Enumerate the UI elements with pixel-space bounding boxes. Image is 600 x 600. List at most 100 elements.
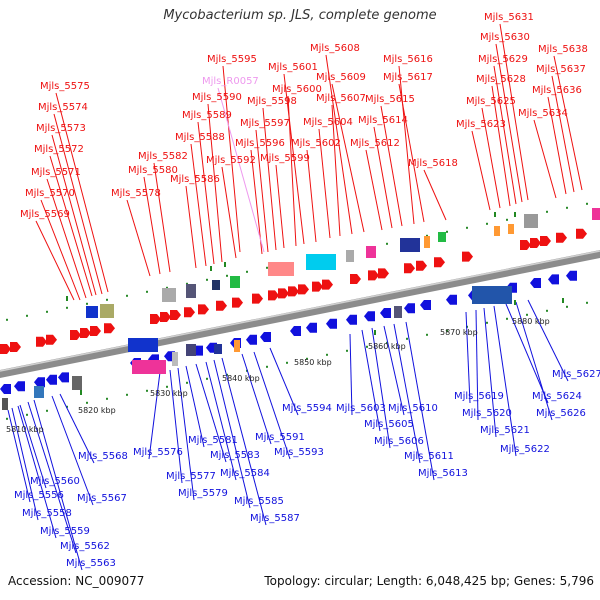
reverse-gene-arrow [58, 372, 69, 383]
lower-dotted-grid [306, 357, 308, 360]
forward-gene-label: Mjls_5580 [128, 165, 178, 176]
leader-line [213, 359, 251, 509]
reverse-gene-arrow [420, 300, 431, 310]
upper-dotted-grid [166, 286, 168, 289]
forward-gene-label: Mjls_5597 [240, 118, 290, 129]
forward-gene-label: Mjls_5629 [478, 54, 528, 65]
forward-gene-label: Mjls_5588 [175, 132, 225, 143]
leader-line [553, 55, 583, 191]
reverse-gene-arrow [346, 314, 357, 325]
feature-block [424, 236, 430, 248]
kbp-tick-label: 5830 kbp [150, 389, 188, 398]
leader-line [46, 178, 87, 299]
kbp-tick-label: 5880 kbp [512, 317, 550, 326]
lower-dotted-grid [506, 317, 508, 320]
reverse-gene-arrow [530, 278, 541, 288]
reverse-gene-arrow [548, 274, 559, 285]
feature-block [34, 386, 44, 398]
reverse-gene-arrow [0, 384, 11, 394]
feature-block [162, 288, 176, 302]
leader-line [483, 307, 497, 438]
forward-gene-arrow [216, 300, 227, 311]
forward-gene-label: Mjls_5604 [303, 117, 353, 128]
forward-gene-label: Mjls_5569 [20, 209, 70, 220]
reverse-gene-label: Mjls_5556 [14, 490, 64, 501]
upper-dotted-grid [26, 314, 28, 317]
leader-line [262, 107, 277, 251]
reverse-gene-arrow [364, 311, 375, 322]
forward-gene-arrow [160, 312, 171, 322]
lower-dotted-grid [66, 405, 68, 408]
reverse-gene-label: Mjls_5558 [22, 508, 72, 519]
forward-gene-label: Mjls_5582 [138, 151, 188, 162]
upper-dotted-grid [206, 278, 208, 281]
upper-dotted-grid [546, 210, 548, 213]
lower-dotted-grid [146, 389, 148, 392]
leader-line [255, 129, 269, 253]
forward-gene-arrow [378, 268, 389, 279]
leader-line [49, 155, 93, 297]
leader-line [185, 185, 197, 269]
kbp-tick-label: 5820 kbp [78, 406, 116, 415]
feature-block [186, 284, 196, 298]
leader-line [126, 199, 151, 277]
forward-gene-label: Mjls_5607 [316, 93, 366, 104]
lower-dotted-grid [346, 349, 348, 352]
feature-block [508, 224, 514, 234]
feature-block [186, 344, 196, 356]
leader-line [143, 176, 161, 275]
forward-gene-label: Mjls_5618 [408, 158, 458, 169]
feature-block [212, 280, 220, 290]
leader-line [373, 126, 393, 229]
forward-gene-label: Mjls_5612 [350, 138, 400, 149]
leader-line [475, 309, 479, 421]
reverse-gene-arrow [46, 374, 57, 385]
upper-dotted-grid [6, 318, 8, 321]
reverse-gene-label: Mjls_5579 [178, 488, 228, 499]
leader-line [493, 305, 517, 457]
leader-line [505, 303, 549, 404]
reverse-gene-label: Mjls_5587 [250, 513, 300, 524]
leader-line [371, 327, 391, 449]
reverse-gene-label: Mjls_5560 [30, 476, 80, 487]
feature-block [234, 340, 240, 352]
reverse-gene-arrow [446, 294, 457, 305]
reverse-gene-label: Mjls_5610 [388, 403, 438, 414]
reverse-gene-label: Mjls_5562 [60, 541, 110, 552]
leader-line [40, 199, 81, 301]
leader-line [275, 164, 285, 249]
leader-line [269, 347, 299, 416]
leader-line [383, 325, 405, 416]
leader-line [205, 361, 237, 481]
forward-gene-label: Mjls_5630 [480, 32, 530, 43]
leader-line [306, 149, 317, 243]
forward-gene-arrow [252, 293, 263, 304]
reverse-gene-label: Mjls_5594 [282, 403, 332, 414]
forward-gene-arrow [298, 284, 309, 295]
leader-line [197, 121, 215, 265]
leader-line [177, 367, 195, 501]
lower-dotted-grid [126, 393, 128, 396]
leader-line [481, 107, 501, 209]
reverse-gene-arrow [306, 322, 317, 333]
upper-dotted-grid [266, 266, 268, 269]
leader-line [398, 65, 415, 225]
leader-line [7, 409, 31, 503]
forward-gene-arrow [404, 263, 415, 274]
green-marker [494, 212, 496, 217]
forward-gene-arrow [268, 290, 279, 301]
lower-dotted-grid [386, 341, 388, 344]
forward-gene-arrow [556, 232, 567, 243]
forward-gene-label: Mjls_5615 [365, 94, 415, 105]
feature-block [100, 304, 114, 318]
upper-dotted-grid [566, 206, 568, 209]
lower-dotted-grid [26, 413, 28, 416]
reverse-gene-label: Mjls_5559 [40, 526, 90, 537]
lower-dotted-grid [206, 377, 208, 380]
forward-gene-arrow [520, 240, 531, 250]
gene-labels: 5810 kbp 5820 kbp 5830 kbp 5840 kbp 5850 kbp… [6, 12, 600, 569]
forward-gene-label: Mjls_5601 [268, 62, 318, 73]
forward-gene-label: Mjls_5573 [36, 123, 86, 134]
leader-line [59, 393, 95, 464]
feature-block [230, 276, 240, 288]
